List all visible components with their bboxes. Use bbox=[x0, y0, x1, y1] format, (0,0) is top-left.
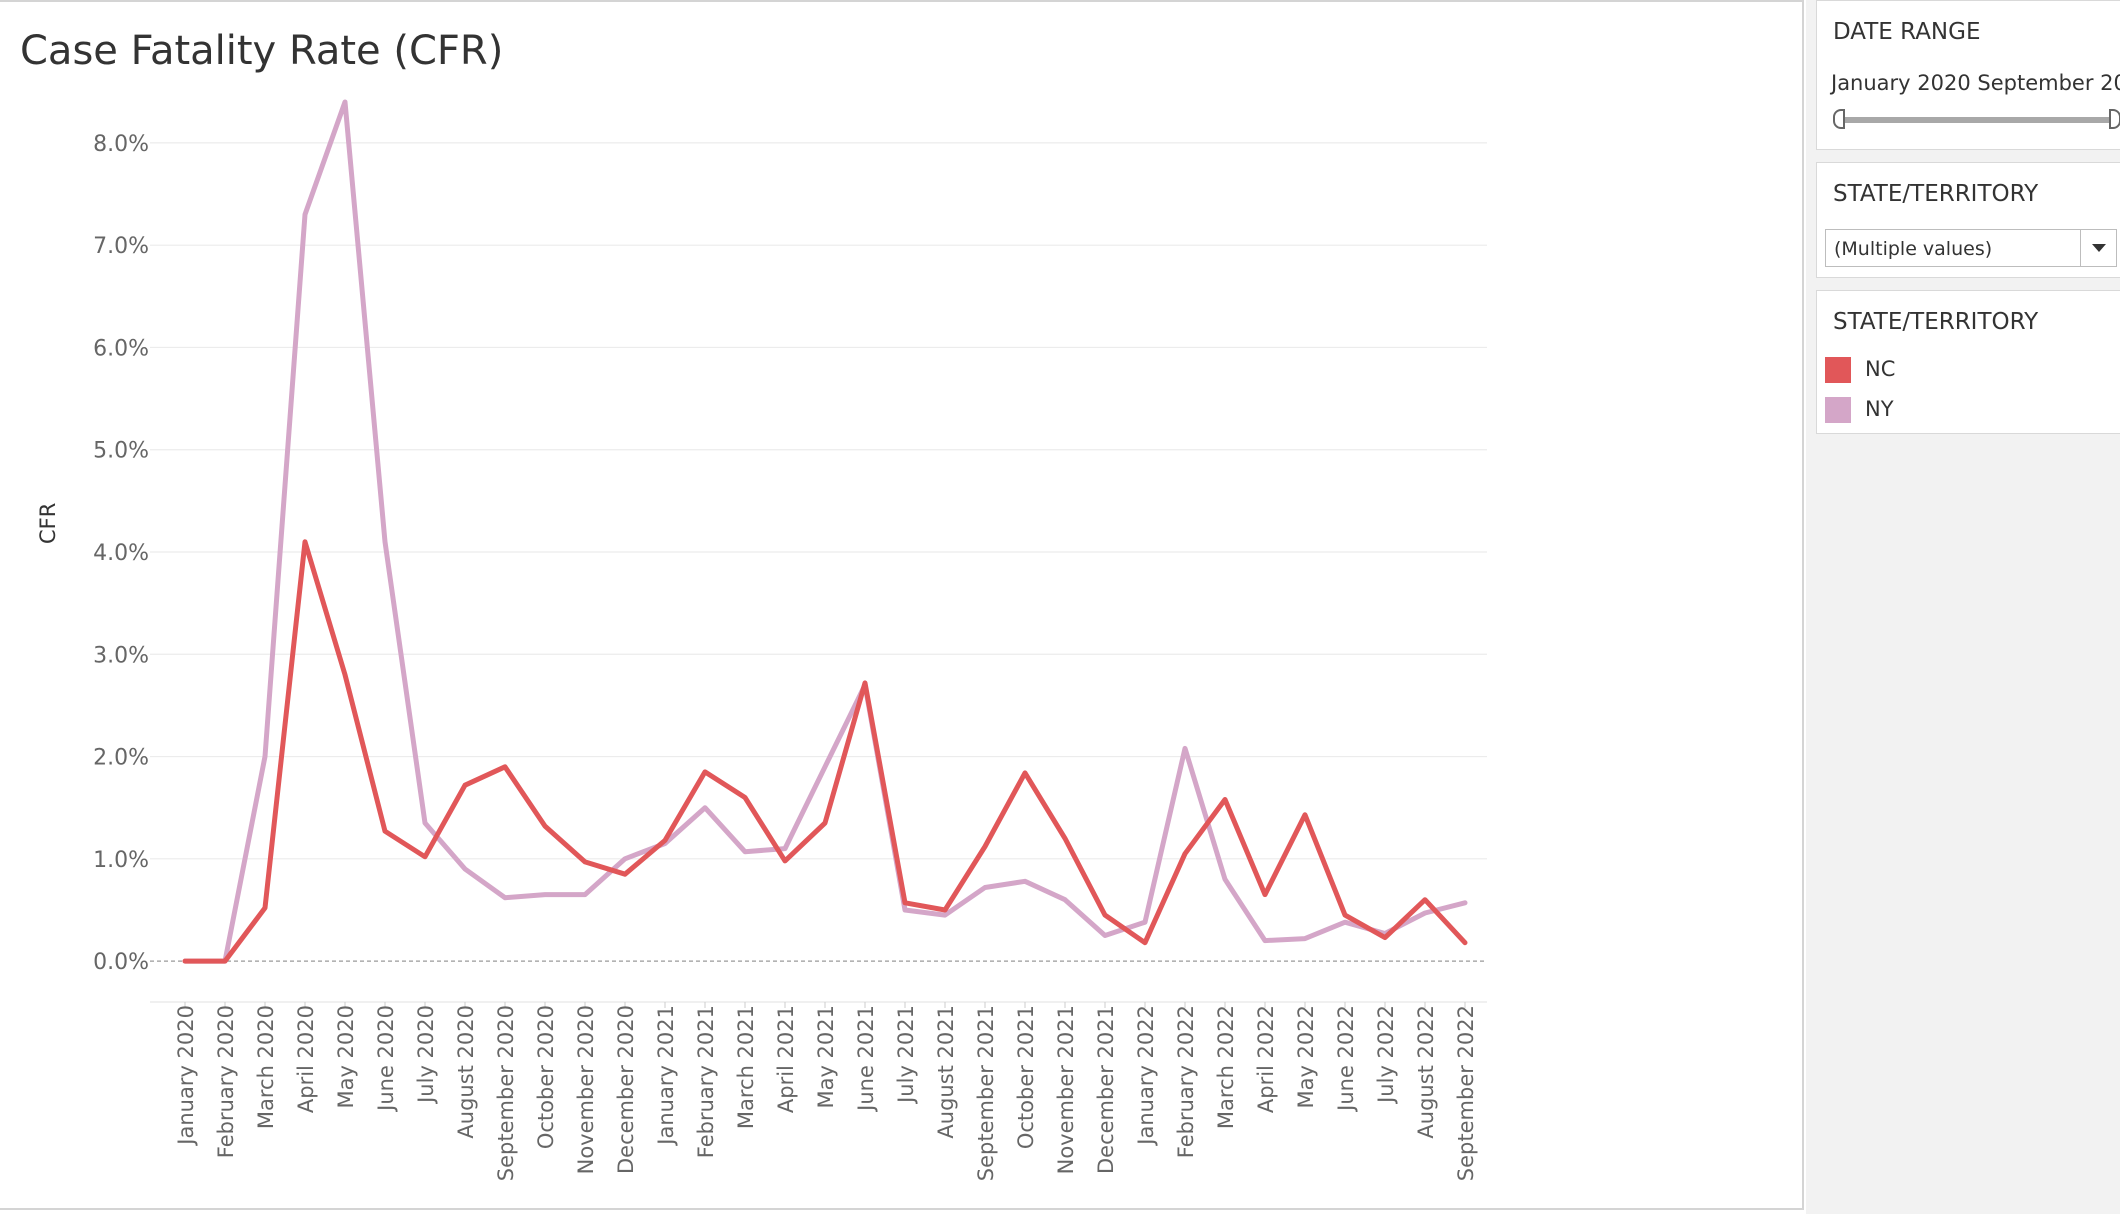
date-range-title: DATE RANGE bbox=[1833, 19, 1981, 45]
x-tick-label: January 2022 bbox=[1134, 1005, 1158, 1147]
series-line-ny bbox=[182, 99, 1468, 964]
sidebar-panel: DATE RANGE January 2020 September 2022 S… bbox=[1806, 0, 2120, 1214]
x-tick-label: May 2022 bbox=[1294, 1005, 1318, 1109]
legend-swatch-nc bbox=[1825, 357, 1851, 383]
x-tick-label: March 2021 bbox=[734, 1005, 758, 1129]
x-tick-label: October 2021 bbox=[1014, 1005, 1038, 1149]
y-tick-label: 0.0% bbox=[93, 950, 149, 975]
x-tick-label: September 2022 bbox=[1454, 1005, 1478, 1181]
date-range-track[interactable] bbox=[1839, 117, 2117, 123]
date-range-end-handle[interactable] bbox=[2109, 109, 2120, 129]
legend-title: STATE/TERRITORY bbox=[1833, 309, 2039, 335]
x-tick-label: August 2021 bbox=[934, 1005, 958, 1139]
y-tick-label: 3.0% bbox=[93, 643, 149, 668]
y-tick-label: 7.0% bbox=[93, 234, 149, 259]
x-tick-label: March 2022 bbox=[1214, 1005, 1238, 1129]
x-tick-label: September 2021 bbox=[974, 1005, 998, 1181]
series-line-nc bbox=[182, 539, 1468, 964]
x-tick-label: June 2022 bbox=[1334, 1005, 1358, 1113]
x-tick-label: September 2020 bbox=[494, 1005, 518, 1181]
date-range-start-handle[interactable] bbox=[1833, 109, 1845, 129]
x-tick-label: June 2021 bbox=[854, 1005, 878, 1113]
y-tick-label: 5.0% bbox=[93, 439, 149, 464]
legend-label-nc: NC bbox=[1865, 357, 1896, 381]
x-tick-label: April 2020 bbox=[294, 1005, 318, 1113]
y-tick-label: 1.0% bbox=[93, 848, 149, 873]
state-filter-dropdown[interactable]: (Multiple values) bbox=[1825, 229, 2117, 267]
viz-area: Case Fatality Rate (CFR) CFR 0.0% 1.0% 2.0… bbox=[0, 0, 1804, 1210]
x-tick-label: May 2021 bbox=[814, 1005, 838, 1109]
x-tick-label: January 2020 bbox=[174, 1005, 198, 1147]
x-tick-label: November 2021 bbox=[1054, 1005, 1078, 1174]
x-tick-label: February 2020 bbox=[214, 1005, 238, 1158]
legend-swatch-ny bbox=[1825, 397, 1851, 423]
dropdown-button[interactable] bbox=[2080, 230, 2116, 266]
x-tick-label: April 2021 bbox=[774, 1005, 798, 1113]
chart-title: Case Fatality Rate (CFR) bbox=[20, 28, 504, 74]
y-tick-label: 2.0% bbox=[93, 746, 149, 771]
chevron-down-icon bbox=[2092, 244, 2106, 252]
x-tick-label: July 2022 bbox=[1374, 1005, 1398, 1105]
x-tick-label: July 2021 bbox=[894, 1005, 918, 1105]
y-tick-label: 6.0% bbox=[93, 336, 149, 361]
x-tick-label: May 2020 bbox=[334, 1005, 358, 1109]
x-tick-label: November 2020 bbox=[574, 1005, 598, 1174]
x-tick-label: August 2020 bbox=[454, 1005, 478, 1139]
state-filter-value: (Multiple values) bbox=[1834, 238, 1993, 260]
x-tick-label: April 2022 bbox=[1254, 1005, 1278, 1113]
state-filter-card: STATE/TERRITORY (Multiple values) bbox=[1816, 162, 2120, 278]
legend-card: STATE/TERRITORY NC NY bbox=[1816, 290, 2120, 434]
x-tick-label: August 2022 bbox=[1414, 1005, 1438, 1139]
date-range-text: January 2020 September 2022 bbox=[1831, 71, 2120, 95]
state-filter-title: STATE/TERRITORY bbox=[1833, 181, 2039, 207]
y-tick-label: 8.0% bbox=[93, 132, 149, 157]
legend-label-ny: NY bbox=[1865, 397, 1894, 421]
x-tick-label: January 2021 bbox=[654, 1005, 678, 1147]
x-tick-label: June 2020 bbox=[374, 1005, 398, 1113]
x-tick-label: October 2020 bbox=[534, 1005, 558, 1149]
x-tick-label: February 2022 bbox=[1174, 1005, 1198, 1158]
x-tick-label: December 2021 bbox=[1094, 1005, 1118, 1174]
x-tick-label: December 2020 bbox=[614, 1005, 638, 1174]
x-tick-label: July 2020 bbox=[414, 1005, 438, 1105]
y-tick-label: 4.0% bbox=[93, 541, 149, 566]
x-tick-label: February 2021 bbox=[694, 1005, 718, 1158]
x-tick-label: March 2020 bbox=[254, 1005, 278, 1129]
line-chart[interactable]: 0.0% 1.0% 2.0% 3.0% 4.0% 5.0% 6.0% 7.0% 8.0% Janu… bbox=[0, 2, 1804, 1212]
date-range-card: DATE RANGE January 2020 September 2022 bbox=[1816, 0, 2120, 150]
